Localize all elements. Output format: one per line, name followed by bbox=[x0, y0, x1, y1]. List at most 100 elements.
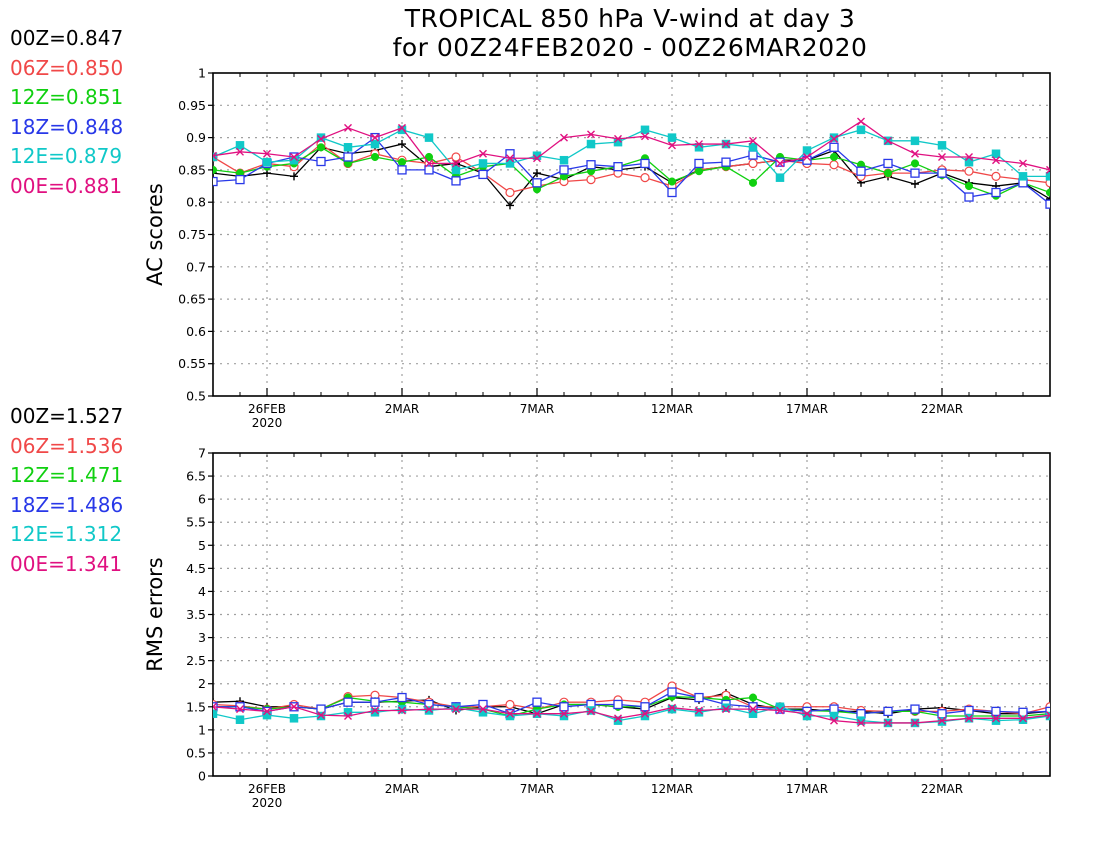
data-point bbox=[884, 136, 892, 145]
data-point bbox=[370, 139, 380, 149]
data-point bbox=[1046, 165, 1050, 174]
data-point bbox=[992, 714, 1000, 723]
data-point bbox=[506, 709, 514, 718]
data-point bbox=[694, 158, 704, 169]
data-point bbox=[748, 158, 758, 169]
data-point bbox=[451, 165, 461, 175]
data-point bbox=[235, 702, 245, 712]
y-tick-label: 1.5 bbox=[186, 699, 206, 714]
data-point bbox=[213, 176, 218, 187]
data-point bbox=[398, 140, 406, 149]
data-point bbox=[640, 711, 650, 721]
data-point bbox=[937, 141, 947, 150]
data-point bbox=[883, 158, 893, 169]
data-point bbox=[397, 704, 407, 714]
data-point bbox=[803, 709, 811, 718]
data-point bbox=[370, 708, 380, 717]
data-point bbox=[965, 152, 973, 161]
y-tick-label: 0.85 bbox=[178, 162, 206, 177]
data-point bbox=[316, 156, 326, 167]
data-point bbox=[1019, 714, 1027, 723]
data-point bbox=[883, 706, 893, 717]
y-tick-label: 2.5 bbox=[186, 653, 206, 668]
data-point bbox=[991, 716, 1001, 725]
data-point bbox=[883, 169, 893, 178]
x-tick-label: 22MAR bbox=[921, 782, 963, 796]
data-point bbox=[668, 703, 676, 712]
legend-rms-errors: 00Z=1.527 06Z=1.536 12Z=1.471 18Z=1.486 … bbox=[10, 402, 180, 579]
y-tick-label: 0.7 bbox=[186, 259, 206, 274]
data-point bbox=[213, 709, 218, 718]
data-point bbox=[343, 152, 353, 162]
x-tick-label: 26FEB bbox=[248, 782, 286, 796]
y-axis-label: AC scores bbox=[143, 183, 167, 286]
data-point bbox=[532, 178, 542, 188]
legend-entry-00z: 00Z=0.847 bbox=[10, 26, 124, 50]
y-tick-label: 4 bbox=[198, 584, 206, 599]
title-line-2: for 00Z24FEB2020 - 00Z26MAR2020 bbox=[392, 33, 868, 62]
data-point bbox=[235, 174, 245, 185]
data-point bbox=[344, 712, 352, 721]
data-point bbox=[667, 177, 677, 186]
y-tick-label: 3 bbox=[198, 630, 206, 645]
data-point bbox=[991, 187, 1001, 198]
data-point bbox=[938, 152, 946, 161]
data-point bbox=[424, 706, 434, 715]
data-point bbox=[559, 165, 569, 175]
data-point bbox=[749, 136, 757, 145]
data-point bbox=[613, 162, 623, 172]
y-tick-label: 0.8 bbox=[186, 195, 206, 210]
legend-entry-00z: 00Z=1.527 bbox=[10, 404, 124, 428]
series-00e bbox=[213, 117, 1050, 174]
data-point bbox=[1018, 715, 1028, 724]
data-point bbox=[397, 692, 407, 703]
data-point bbox=[964, 192, 974, 202]
data-point bbox=[964, 705, 974, 716]
data-point bbox=[506, 154, 514, 163]
y-tick-label: 0.6 bbox=[186, 324, 206, 339]
plot-frame bbox=[212, 452, 1051, 777]
y-axis-label: RMS errors bbox=[143, 557, 167, 672]
data-point bbox=[317, 134, 325, 143]
x-tick-label: 7MAR bbox=[520, 782, 555, 796]
data-point bbox=[505, 699, 515, 710]
y-tick-label: 5.5 bbox=[186, 515, 206, 530]
data-point bbox=[722, 140, 730, 149]
data-point bbox=[1045, 199, 1050, 209]
series-06z bbox=[213, 681, 1050, 719]
data-point bbox=[694, 167, 704, 176]
data-point bbox=[371, 706, 379, 715]
data-point bbox=[613, 699, 623, 710]
data-point bbox=[478, 159, 488, 168]
x-tick-label: 17MAR bbox=[786, 402, 828, 416]
data-point bbox=[911, 149, 919, 158]
data-point bbox=[505, 159, 515, 168]
data-point bbox=[695, 706, 703, 715]
data-point bbox=[991, 171, 1001, 181]
data-point bbox=[532, 697, 542, 707]
data-point bbox=[560, 133, 568, 142]
data-point bbox=[236, 705, 244, 714]
data-point bbox=[937, 168, 947, 178]
y-tick-label: 1 bbox=[198, 66, 206, 81]
x-tick-label: 22MAR bbox=[921, 402, 963, 416]
data-point bbox=[533, 709, 541, 718]
data-point bbox=[505, 149, 515, 159]
data-point bbox=[1019, 159, 1027, 168]
y-tick-label: 0.95 bbox=[178, 98, 206, 113]
y-tick-label: 0.75 bbox=[178, 227, 206, 242]
y-tick-label: 7 bbox=[198, 446, 206, 461]
data-point bbox=[721, 703, 731, 712]
data-point bbox=[802, 146, 812, 155]
data-point bbox=[397, 158, 407, 167]
data-point bbox=[479, 149, 487, 158]
data-point bbox=[829, 160, 839, 170]
data-point bbox=[938, 716, 946, 725]
data-point bbox=[640, 125, 650, 135]
data-point bbox=[424, 165, 434, 175]
data-point bbox=[748, 143, 758, 152]
data-point bbox=[830, 716, 838, 725]
x-tick-label: 7MAR bbox=[520, 402, 555, 416]
data-point bbox=[533, 169, 541, 178]
